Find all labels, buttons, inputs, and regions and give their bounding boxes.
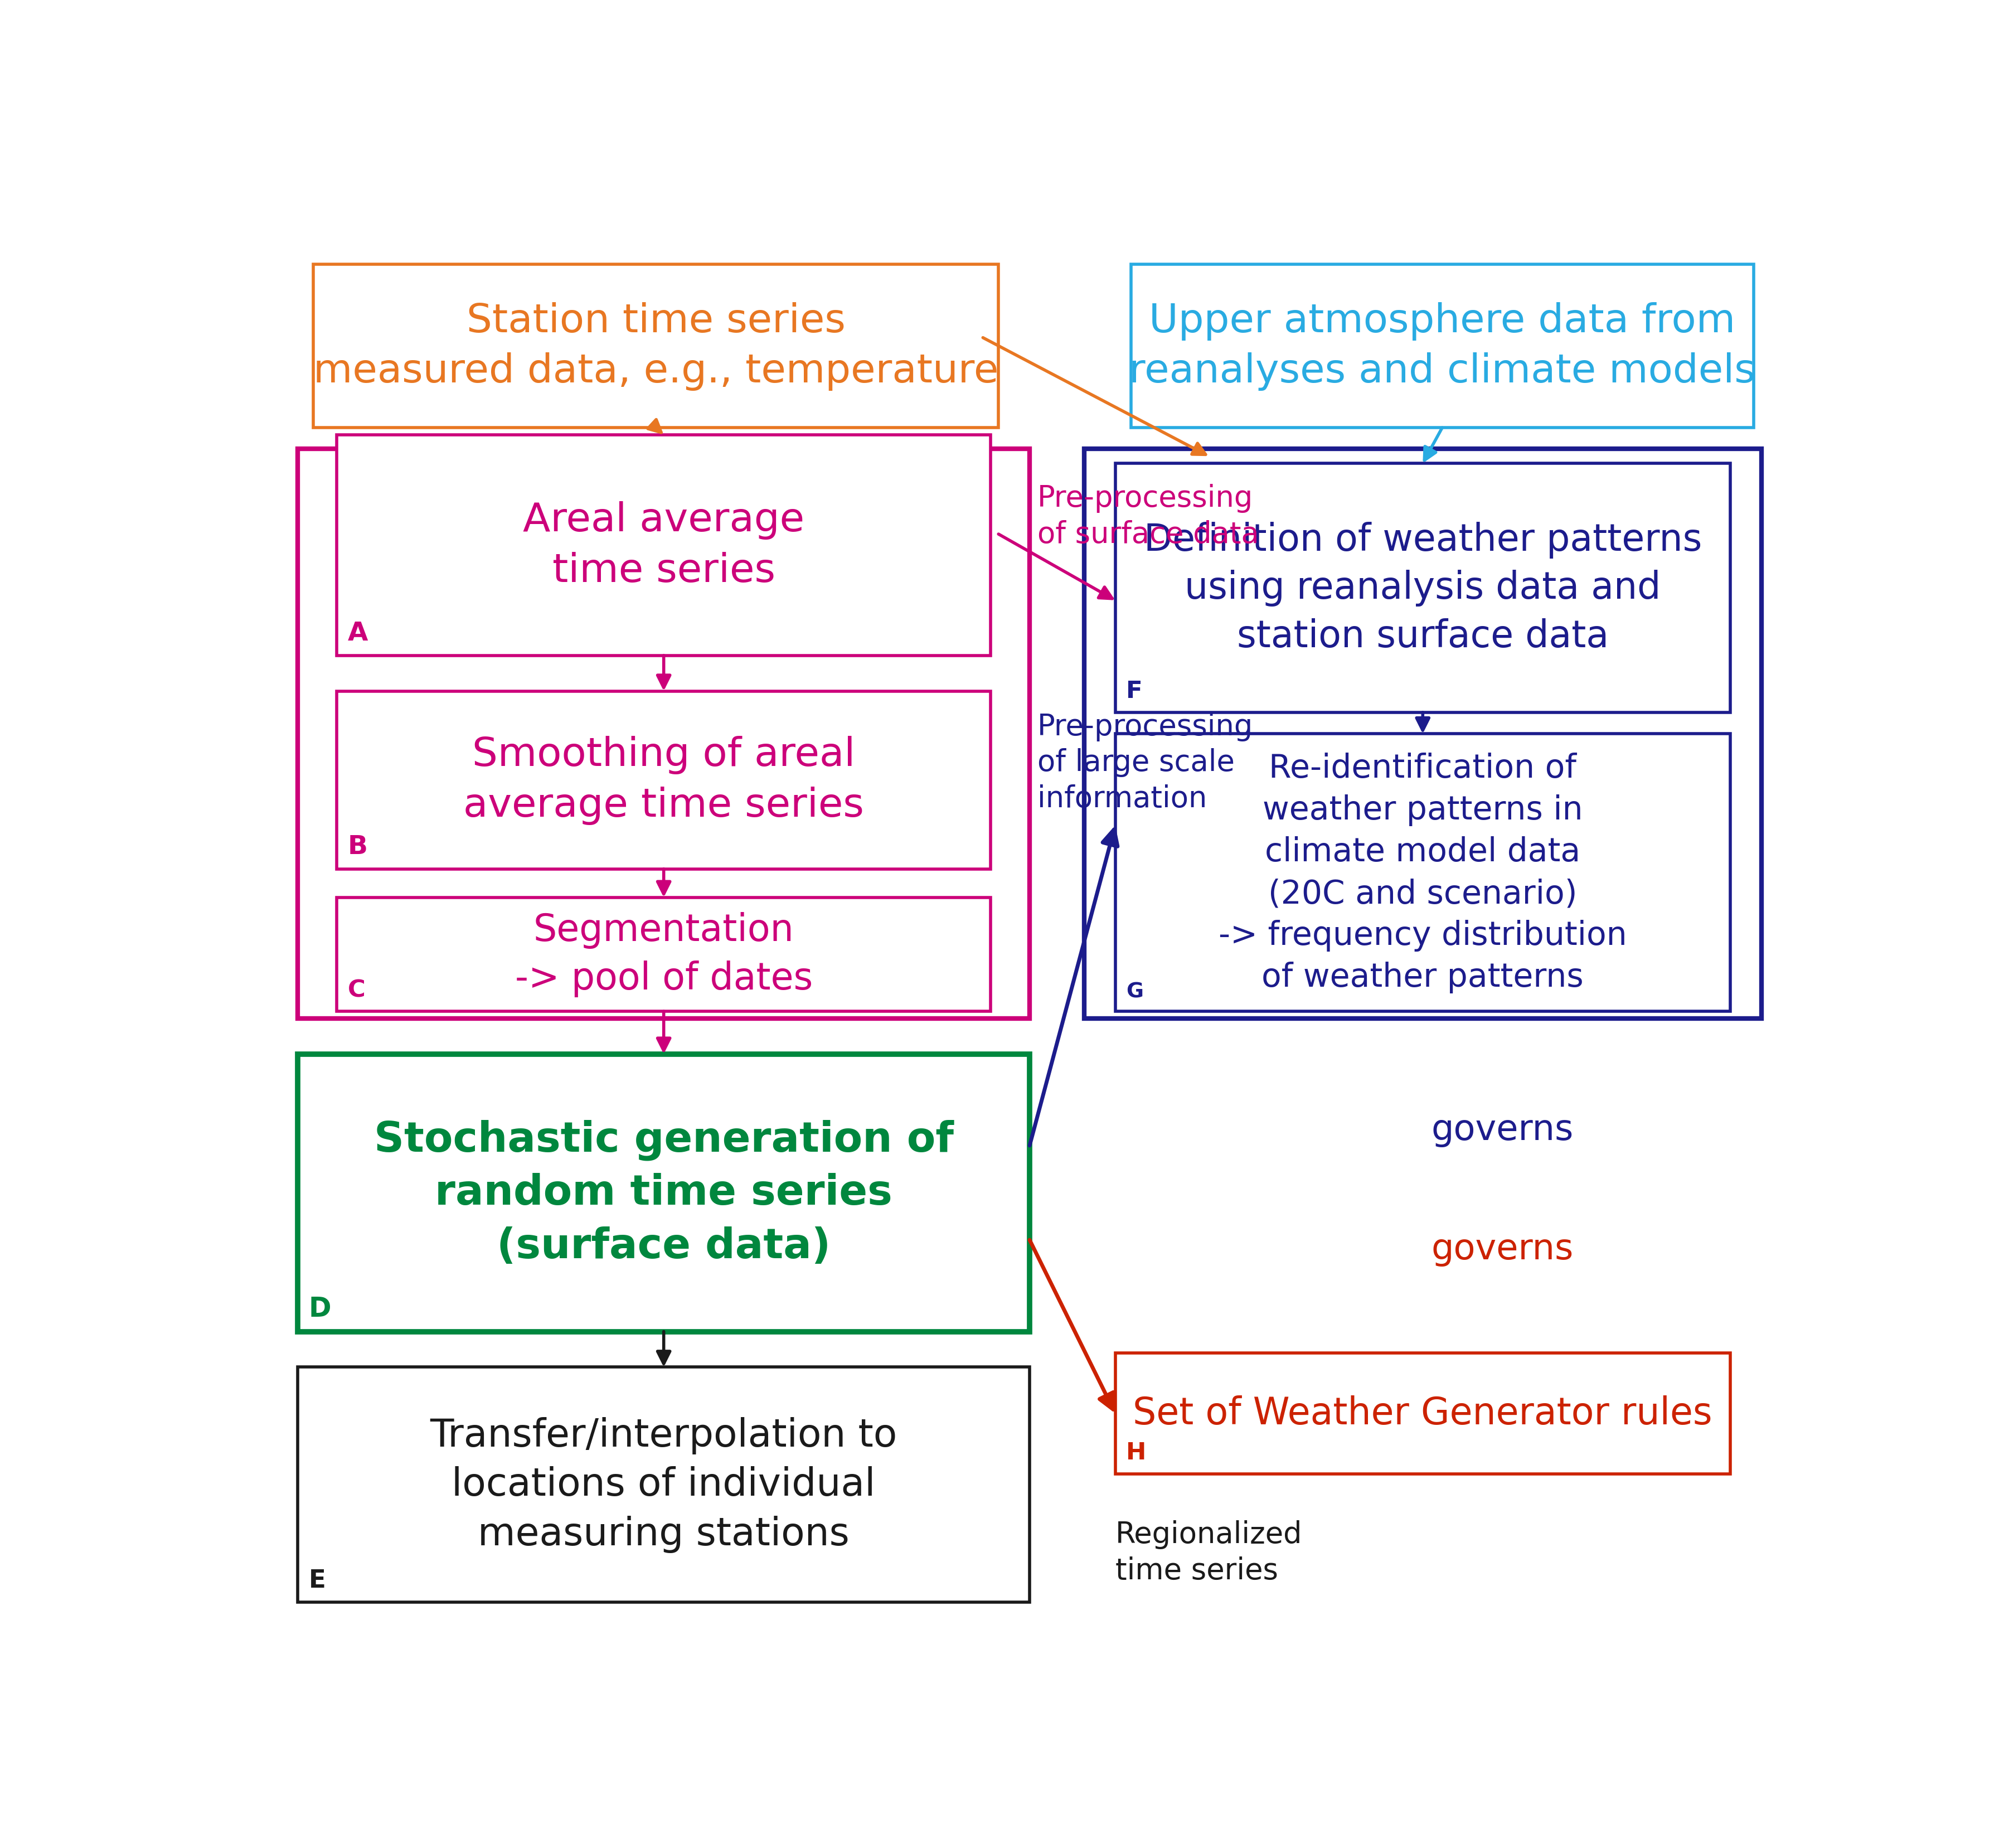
FancyBboxPatch shape xyxy=(338,691,990,869)
FancyBboxPatch shape xyxy=(313,264,998,429)
FancyBboxPatch shape xyxy=(1115,1353,1730,1475)
FancyBboxPatch shape xyxy=(338,898,990,1011)
Text: Regionalized
time series: Regionalized time series xyxy=(1115,1519,1302,1584)
Text: E: E xyxy=(309,1569,325,1593)
Text: Set of Weather Generator rules: Set of Weather Generator rules xyxy=(1133,1395,1712,1432)
Text: Definition of weather patterns
using reanalysis data and
station surface data: Definition of weather patterns using rea… xyxy=(1143,521,1702,654)
FancyBboxPatch shape xyxy=(1115,734,1730,1011)
Text: B: B xyxy=(348,833,368,859)
Text: C: C xyxy=(348,978,366,1002)
Text: H: H xyxy=(1127,1441,1147,1464)
FancyBboxPatch shape xyxy=(1085,449,1762,1018)
Text: Smoothing of areal
average time series: Smoothing of areal average time series xyxy=(464,736,864,824)
FancyBboxPatch shape xyxy=(1131,264,1754,429)
Text: D: D xyxy=(309,1295,331,1321)
Text: Segmentation
-> pool of dates: Segmentation -> pool of dates xyxy=(514,913,812,998)
Text: governs: governs xyxy=(1430,1112,1573,1148)
Text: governs: governs xyxy=(1430,1233,1573,1266)
FancyBboxPatch shape xyxy=(297,1053,1029,1332)
Text: Re-identification of
weather patterns in
climate model data
(20C and scenario)
-: Re-identification of weather patterns in… xyxy=(1219,752,1627,992)
FancyBboxPatch shape xyxy=(338,436,990,656)
Text: Upper atmosphere data from
reanalyses and climate models: Upper atmosphere data from reanalyses an… xyxy=(1129,301,1756,390)
Text: F: F xyxy=(1127,680,1143,702)
Text: G: G xyxy=(1127,981,1143,1002)
Text: Transfer/interpolation to
locations of individual
measuring stations: Transfer/interpolation to locations of i… xyxy=(430,1417,898,1552)
FancyBboxPatch shape xyxy=(297,449,1029,1018)
Text: Pre-processing
of large scale
information: Pre-processing of large scale informatio… xyxy=(1037,711,1254,813)
Text: Areal average
time series: Areal average time series xyxy=(522,501,804,590)
Text: Stochastic generation of
random time series
(surface data): Stochastic generation of random time ser… xyxy=(374,1120,954,1266)
Text: Pre-processing
of surface data: Pre-processing of surface data xyxy=(1037,484,1260,549)
Text: A: A xyxy=(348,621,368,645)
Text: Station time series
measured data, e.g., temperature: Station time series measured data, e.g.,… xyxy=(313,301,998,390)
FancyBboxPatch shape xyxy=(297,1368,1029,1602)
FancyBboxPatch shape xyxy=(1115,464,1730,713)
